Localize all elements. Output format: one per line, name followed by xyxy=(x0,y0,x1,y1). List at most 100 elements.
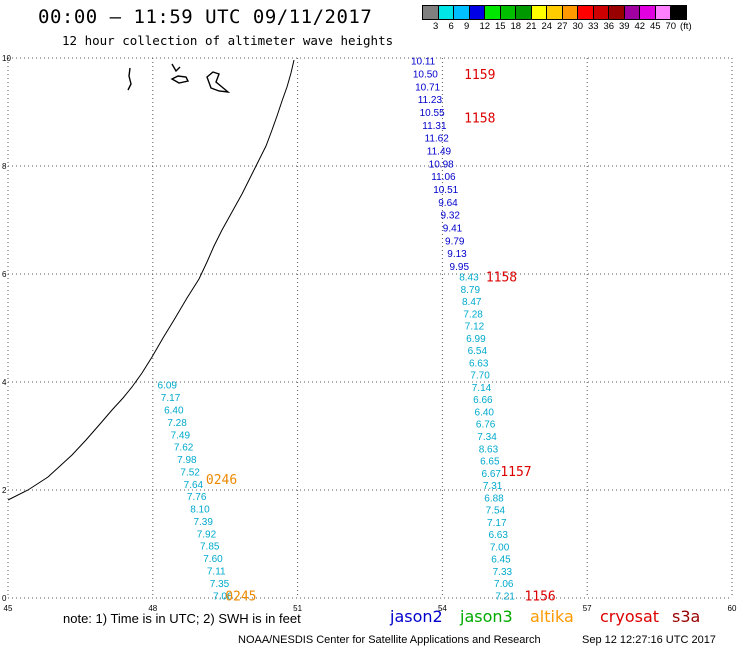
wave-height-value: 6.45 xyxy=(491,555,511,566)
satellite-altika: altika xyxy=(530,607,574,626)
wave-height-value: 9.79 xyxy=(445,236,465,247)
wave-height-value: 7.49 xyxy=(171,430,191,441)
x-tick-label: 45 xyxy=(4,604,13,613)
wave-height-value: 7.62 xyxy=(174,443,194,454)
legend-swatches xyxy=(422,5,687,20)
legend-label: 21 xyxy=(526,21,537,32)
y-tick-label: 8 xyxy=(2,162,7,171)
legend-labels: 3 6 9 12 15 18 21 24 27 30 33 36 39 42 45 70 (ft) xyxy=(422,20,692,34)
legend-label: 70 xyxy=(665,21,677,32)
wave-height-value: 6.65 xyxy=(480,457,500,468)
x-tick-label: 51 xyxy=(293,604,302,613)
wave-height-value: 9.32 xyxy=(441,211,461,222)
wave-height-value: 7.98 xyxy=(177,455,197,466)
x-tick-label: 57 xyxy=(583,604,592,613)
wave-height-value: 7.92 xyxy=(197,529,217,540)
island xyxy=(127,67,132,91)
wave-height-value: 6.76 xyxy=(476,420,496,431)
pass-time-labels: 1159 1158 1158 1157 1156 0246 0245 xyxy=(206,68,556,604)
wave-height-value: 11.31 xyxy=(422,121,447,132)
wave-height-value: 6.40 xyxy=(164,405,184,416)
pass-time-label: 1158 xyxy=(464,111,495,126)
wave-height-value: 7.35 xyxy=(210,579,230,590)
wave-height-value: 7.52 xyxy=(180,467,200,478)
wave-height-value: 7.64 xyxy=(184,480,204,491)
page-title: 00:00 – 11:59 UTC 09/11/2017 xyxy=(38,6,373,28)
y-tick-label: 0 xyxy=(2,594,7,603)
wave-height-value: 8.47 xyxy=(462,297,482,308)
wave-height-value: 7.28 xyxy=(167,418,187,429)
wave-height-value: 6.88 xyxy=(484,493,504,504)
wave-height-value: 10.11 xyxy=(411,57,436,68)
wave-height-value: 7.12 xyxy=(465,322,485,333)
wave-height-value: 11.23 xyxy=(418,95,443,106)
wave-height-value: 6.67 xyxy=(481,469,501,480)
wave-height-value: 11.06 xyxy=(431,172,456,183)
y-tick-label: 2 xyxy=(2,486,7,495)
legend-label: 39 xyxy=(619,21,630,32)
y-tick-label: 6 xyxy=(2,270,7,279)
wave-height-value: 11.62 xyxy=(425,134,450,145)
wave-height-value: 6.63 xyxy=(488,530,508,541)
wave-height-value: 7.17 xyxy=(161,393,181,404)
wave-height-value: 8.79 xyxy=(461,285,481,296)
wave-height-value: 7.28 xyxy=(463,309,483,320)
wave-height-value: 7.06 xyxy=(494,579,514,590)
satellite-jason2: jason2 xyxy=(390,607,443,626)
wave-height-value: 7.33 xyxy=(493,567,513,578)
wave-height-value: 6.63 xyxy=(469,358,489,369)
wave-height-value: 6.54 xyxy=(468,346,488,357)
coastline xyxy=(7,59,295,501)
wave-height-value: 7.76 xyxy=(187,492,207,503)
pass-altika: 6.097.176.40 7.287.49 7.627.987.52 7.647.76… xyxy=(158,381,233,603)
wave-height-value: 10.51 xyxy=(433,185,458,196)
wave-height-value: 10.50 xyxy=(413,70,438,81)
wave-height-value: 7.60 xyxy=(203,554,223,565)
satellite-jason3: jason3 xyxy=(460,607,513,626)
wave-height-value: 10.71 xyxy=(415,82,440,93)
island xyxy=(170,75,190,84)
wave-height-value: 9.95 xyxy=(450,262,470,273)
legend-label: 27 xyxy=(557,21,568,32)
wave-height-value: 8.10 xyxy=(190,505,210,516)
wave-height-value: 7.54 xyxy=(486,506,506,517)
x-tick-label: 48 xyxy=(148,604,157,613)
footer-note: note: 1) Time is in UTC; 2) SWH is in fe… xyxy=(63,611,301,626)
y-tick-label: 4 xyxy=(2,378,7,387)
island xyxy=(206,71,231,93)
wave-height-value: 8.43 xyxy=(459,273,479,284)
wave-height-value: 11.49 xyxy=(427,146,452,157)
pass-time-label: 1158 xyxy=(486,271,517,286)
pass-time-label: 1156 xyxy=(524,589,555,604)
wave-height-value: 7.06 xyxy=(213,591,233,602)
wave-height-value: 10.55 xyxy=(420,108,445,119)
legend-label: 15 xyxy=(495,21,506,32)
wave-height-value: 6.66 xyxy=(473,395,493,406)
pass-time-label: 1157 xyxy=(500,465,531,480)
wave-height-value: 7.14 xyxy=(472,383,492,394)
satellite-s3a: s3a xyxy=(672,607,701,626)
legend-label: 9 xyxy=(464,21,470,32)
map-grid xyxy=(7,57,733,599)
pass-time-label: 0245 xyxy=(225,589,256,604)
legend-label: 3 xyxy=(433,21,439,32)
wave-height-value: 7.17 xyxy=(487,518,507,529)
legend-label: 18 xyxy=(510,21,522,32)
legend-label: 42 xyxy=(634,21,646,32)
page-subtitle: 12 hour collection of altimeter wave hei… xyxy=(62,33,394,48)
legend-label: 24 xyxy=(541,21,553,32)
wave-height-value: 7.00 xyxy=(490,542,510,553)
color-legend: 3 6 9 12 15 18 21 24 27 30 33 36 39 42 45 70 (ft) xyxy=(422,5,692,34)
pass-altika: 8.438.798.477.287.126.996.546.637.707.14… xyxy=(459,273,515,603)
wave-height-value: 7.70 xyxy=(470,371,490,382)
legend-unit: (ft) xyxy=(680,21,692,32)
pass-time-label: 0246 xyxy=(206,473,237,488)
legend-label: 30 xyxy=(572,21,584,32)
wave-height-value: 6.40 xyxy=(475,407,495,418)
wave-height-value: 9.41 xyxy=(443,223,463,234)
wave-height-value: 7.85 xyxy=(200,542,220,553)
